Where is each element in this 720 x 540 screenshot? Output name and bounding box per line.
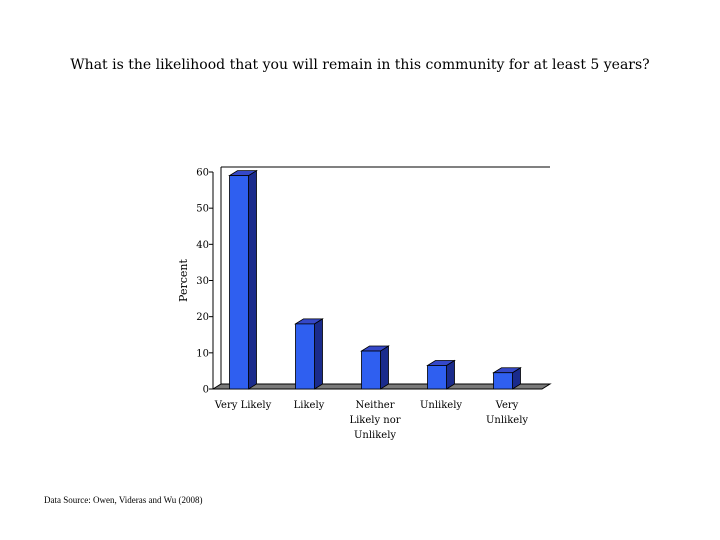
bar bbox=[361, 350, 381, 390]
y-tick-label: 30 bbox=[196, 276, 209, 287]
bar-side-face bbox=[380, 345, 389, 390]
bar-side-face bbox=[248, 169, 257, 390]
x-category-label: Likely bbox=[294, 400, 325, 411]
slide-title: What is the likelihood that you will rem… bbox=[70, 57, 650, 73]
x-category-label: Likely nor bbox=[349, 415, 400, 426]
bar bbox=[427, 365, 447, 390]
bar bbox=[229, 175, 249, 390]
y-tick-label: 50 bbox=[196, 204, 209, 215]
bar bbox=[295, 323, 315, 390]
x-category-label: Very bbox=[495, 400, 519, 411]
y-axis-title: Percent bbox=[177, 258, 190, 301]
y-tick-label: 10 bbox=[196, 348, 209, 359]
x-category-label: Unlikely bbox=[354, 430, 396, 441]
bar bbox=[493, 372, 513, 390]
y-tick-label: 0 bbox=[203, 385, 209, 396]
data-source-note: Data Source: Owen, Videras and Wu (2008) bbox=[44, 495, 203, 505]
bar-side-face bbox=[314, 318, 323, 390]
y-tick-label: 40 bbox=[196, 240, 209, 251]
x-category-label: Unlikely bbox=[486, 415, 528, 426]
y-tick-label: 60 bbox=[196, 168, 209, 179]
x-category-label: Unlikely bbox=[420, 400, 462, 411]
x-category-label: Neither bbox=[355, 400, 394, 411]
x-category-label: Very Likely bbox=[214, 400, 272, 411]
y-tick-label: 20 bbox=[196, 312, 209, 323]
